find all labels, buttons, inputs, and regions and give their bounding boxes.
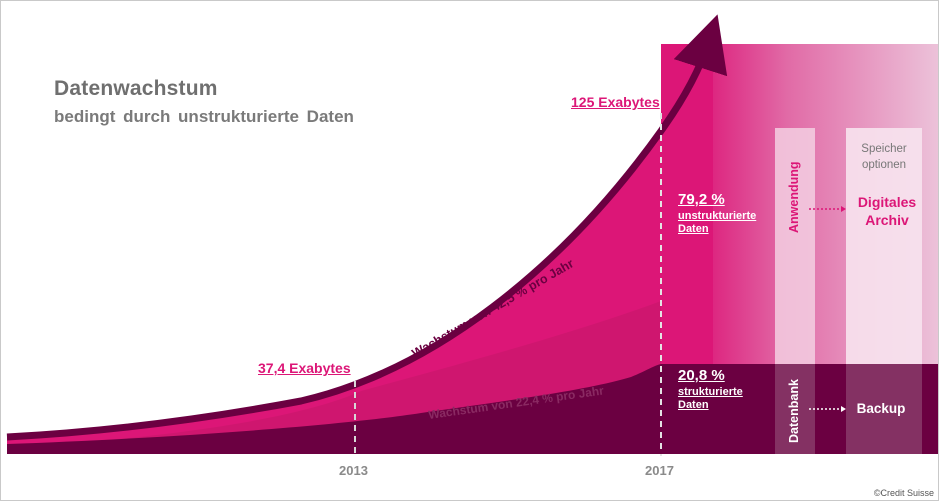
storage-backup: Backup (846, 401, 916, 416)
arrow-to-archive-head (841, 206, 846, 212)
digital-archive-text: Digitales Archiv (857, 194, 917, 228)
copyright-note: ©Credit Suisse (873, 488, 934, 498)
share-structured-value: 20,8 % (678, 367, 725, 384)
chart-title: Datenwachstum (54, 77, 218, 100)
growth-curve-line (6, 14, 728, 441)
share-unstructured-label: unstrukturierte Daten (678, 210, 757, 235)
column-label-application: Anwendung (787, 161, 801, 233)
chart-subtitle: bedingt durch unstrukturierte Daten (54, 107, 354, 126)
column-application-top (775, 128, 815, 364)
x-tick-2017: 2017 (645, 463, 674, 478)
x-tick-2013: 2013 (339, 463, 368, 478)
backup-text: Backup (856, 401, 906, 416)
share-unstructured: 79,2 % unstrukturierte Daten (678, 191, 764, 236)
column-label-database: Datenbank (787, 379, 801, 443)
column-application-bottom (775, 364, 815, 454)
value-label-2013: 37,4 Exabytes (258, 360, 351, 376)
share-structured: 20,8 % strukturierte Daten (678, 367, 748, 412)
share-unstructured-value: 79,2 % (678, 191, 725, 208)
share-structured-label: strukturierte Daten (678, 386, 743, 411)
storage-options-text: Speicher optionen (861, 143, 907, 171)
column-storage-bottom (846, 364, 922, 454)
storage-digital-archive: Digitales Archiv (846, 193, 928, 229)
arrow-to-backup-head (841, 406, 846, 412)
column-storage-top (846, 128, 922, 364)
value-label-2017: 125 Exabytes (571, 94, 660, 110)
area-structured (7, 364, 938, 454)
storage-options-header: Speicher optionen (846, 141, 922, 173)
